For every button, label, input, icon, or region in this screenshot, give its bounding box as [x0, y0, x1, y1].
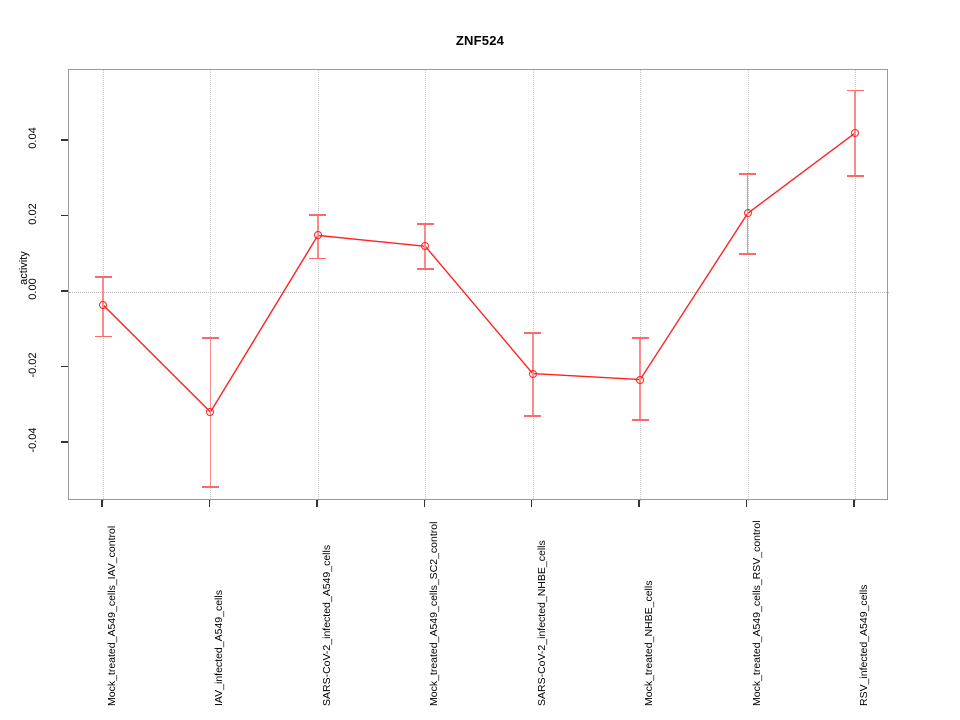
x-tick-label: Mock_treated_A549_cells_SC2_control — [428, 521, 441, 706]
plot-area — [68, 69, 889, 501]
error-bar-cap-upper — [631, 336, 649, 339]
series-polyline — [102, 132, 856, 414]
vertical-gridline — [425, 70, 427, 501]
error-bar-cap-lower — [631, 419, 649, 421]
x-tick-label: IAV_infected_A549_cells — [213, 590, 226, 706]
vertical-gridline — [532, 70, 534, 501]
error-bar-cap-upper — [309, 213, 327, 216]
data-point-marker — [313, 231, 322, 240]
y-tick-label: 0.04 — [27, 127, 39, 149]
x-tick-label: RSV_infected_A549_cells — [858, 584, 870, 706]
x-tick-label: SARS-CoV-2_infected_NHBE_cells — [535, 540, 548, 706]
y-tick-label: 0.02 — [27, 202, 39, 225]
vertical-gridline — [640, 70, 642, 501]
plot-inner — [69, 70, 889, 501]
error-bar-cap-upper — [416, 222, 434, 225]
error-bar-cap-lower — [846, 174, 864, 177]
y-tick-mark — [61, 214, 68, 217]
error-bar-cap-upper — [846, 89, 864, 92]
y-tick-label: -0.02 — [27, 351, 39, 378]
error-bar-cap-lower — [309, 257, 327, 260]
error-bar-cap-lower — [94, 335, 112, 338]
y-tick-mark — [61, 290, 68, 292]
data-point-marker — [421, 242, 430, 251]
vertical-gridline — [317, 70, 319, 501]
error-bar-cap-upper — [94, 276, 112, 279]
x-tick-mark — [531, 500, 533, 507]
error-bar-cap-upper — [739, 172, 757, 175]
data-point-marker — [743, 209, 752, 218]
x-tick-mark — [101, 500, 103, 507]
chart-title: ZNF524 — [455, 33, 505, 48]
data-point-marker — [528, 369, 537, 378]
error-bar-cap-lower — [201, 485, 219, 488]
error-bar-cap-lower — [524, 415, 542, 418]
x-tick-mark — [423, 500, 425, 507]
x-tick-label: Mock_treated_A549_cells_IAV_control — [106, 525, 118, 706]
zero-reference-line — [69, 292, 889, 293]
y-tick-mark — [61, 441, 68, 443]
x-tick-label: Mock_treated_A549_cells_RSV_control — [750, 520, 763, 706]
x-tick-mark — [638, 500, 640, 507]
error-bar-cap-lower — [416, 268, 434, 270]
vertical-gridline — [747, 70, 749, 501]
error-bar-cap-upper — [524, 331, 542, 334]
x-tick-mark — [745, 500, 748, 507]
y-tick-label: -0.04 — [27, 427, 39, 453]
data-point-marker — [99, 300, 107, 309]
y-tick-mark — [61, 139, 68, 141]
error-bar-cap-lower — [739, 253, 757, 256]
x-tick-mark — [208, 500, 211, 507]
data-point-marker — [851, 129, 859, 138]
x-tick-label: Mock_treated_NHBE_cells — [643, 580, 656, 706]
y-tick-label: 0.00 — [27, 278, 39, 300]
data-point-marker — [206, 408, 215, 417]
x-tick-mark — [853, 500, 855, 507]
x-tick-label: SARS-CoV-2_infected_A549_cells — [320, 544, 333, 706]
y-tick-mark — [61, 365, 68, 368]
vertical-gridline — [855, 70, 856, 501]
error-bar-cap-upper — [201, 336, 219, 339]
x-tick-mark — [316, 500, 318, 507]
data-point-marker — [636, 375, 645, 384]
